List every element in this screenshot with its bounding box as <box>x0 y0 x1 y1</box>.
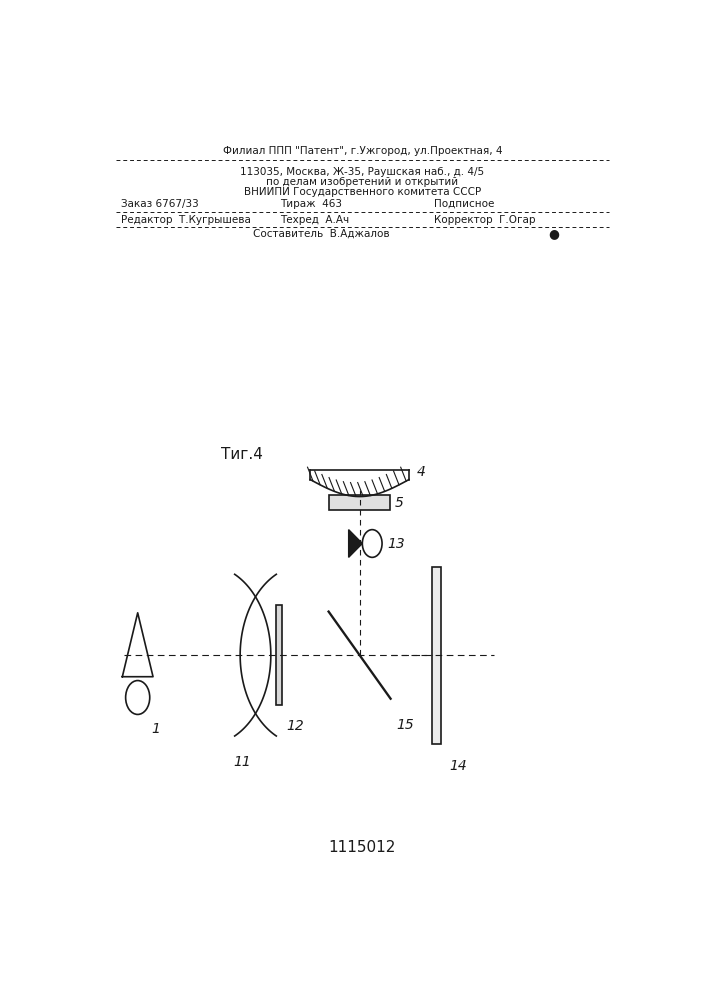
Text: 1: 1 <box>151 722 160 736</box>
Text: 15: 15 <box>396 718 414 732</box>
Text: Τиг.4: Τиг.4 <box>221 447 263 462</box>
Polygon shape <box>349 530 363 557</box>
Text: по делам изобретений и открытий: по делам изобретений и открытий <box>267 177 458 187</box>
Text: Корректор  Г.Огар: Корректор Г.Огар <box>433 215 535 225</box>
Text: Техред  А.Ач: Техред А.Ач <box>280 215 349 225</box>
Text: 4: 4 <box>417 465 426 479</box>
Text: Филиал ППП "Патент", г.Ужгород, ул.Проектная, 4: Филиал ППП "Патент", г.Ужгород, ул.Проек… <box>223 146 502 156</box>
Text: 14: 14 <box>449 759 467 773</box>
Text: 11: 11 <box>233 755 251 769</box>
Bar <box>432 567 440 744</box>
Text: 1115012: 1115012 <box>329 840 396 855</box>
Text: Составитель  В.Аджалов: Составитель В.Аджалов <box>253 229 390 239</box>
Text: 12: 12 <box>286 719 304 733</box>
Bar <box>329 495 390 510</box>
Text: 5: 5 <box>395 496 404 510</box>
Bar <box>276 605 282 705</box>
Text: 113035, Москва, Ж-35, Раушская наб., д. 4/5: 113035, Москва, Ж-35, Раушская наб., д. … <box>240 167 484 177</box>
Text: Заказ 6767/33: Заказ 6767/33 <box>122 199 199 209</box>
Text: ВНИИПИ Государственного комитета СССР: ВНИИПИ Государственного комитета СССР <box>244 187 481 197</box>
Text: Подписное: Подписное <box>433 199 494 209</box>
Text: Редактор  Т.Кугрышева: Редактор Т.Кугрышева <box>122 215 251 225</box>
Text: 13: 13 <box>387 536 405 550</box>
Text: ●: ● <box>549 227 559 240</box>
Text: Тираж  463: Тираж 463 <box>280 199 342 209</box>
